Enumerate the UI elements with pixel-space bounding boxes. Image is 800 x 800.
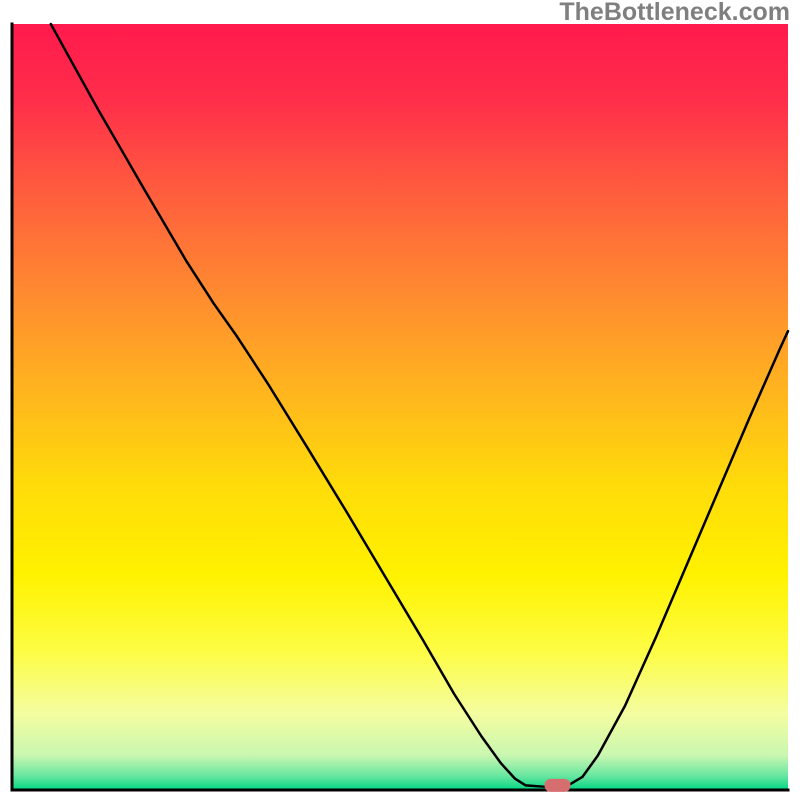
bottleneck-chart (0, 0, 800, 800)
plot-background (12, 24, 788, 790)
chart-container: TheBottleneck.com (0, 0, 800, 800)
optimum-marker (545, 779, 571, 792)
